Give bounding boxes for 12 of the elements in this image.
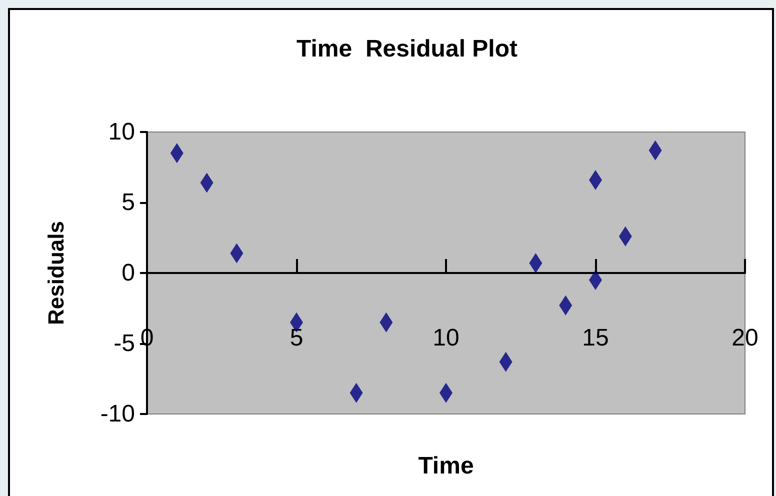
x-axis-title: Time — [418, 452, 474, 480]
x-tick-label: 10 — [432, 324, 460, 352]
y-tick-label: 5 — [122, 189, 135, 216]
y-tick-label: 10 — [108, 118, 135, 146]
chart-title: Time Residual Plot — [296, 36, 518, 62]
y-tick-label: 0 — [122, 260, 135, 286]
y-axis-title: Residuals — [44, 221, 68, 325]
y-tick-label: -10 — [100, 400, 135, 428]
x-tick-label: 15 — [582, 324, 609, 352]
x-tick-label: 20 — [732, 324, 758, 352]
x-tick-label: 5 — [290, 324, 304, 352]
y-tick-label: -5 — [114, 330, 135, 357]
